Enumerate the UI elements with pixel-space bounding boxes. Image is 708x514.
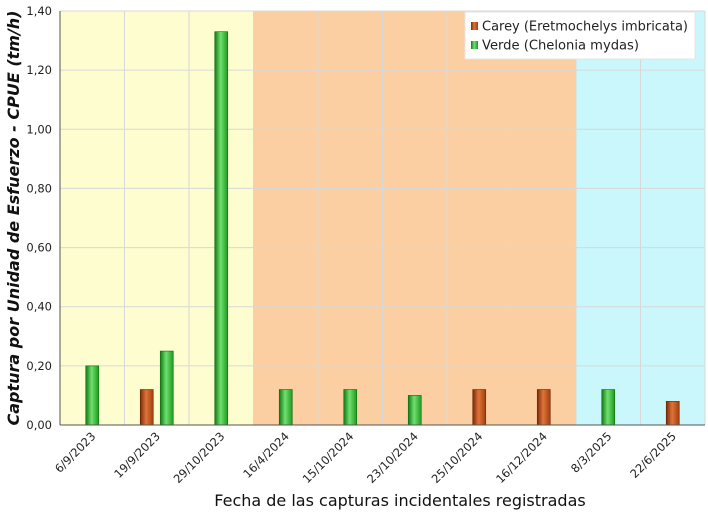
x-tick-label: 16/4/2024 xyxy=(240,429,292,481)
y-tick-label: 1,40 xyxy=(26,4,52,18)
legend-swatch-carey xyxy=(471,22,478,30)
x-tick-label: 23/10/2024 xyxy=(364,429,421,486)
bar-carey-6 xyxy=(472,389,487,426)
x-tick-label: 16/12/2024 xyxy=(493,429,550,486)
x-axis-label: Fecha de las capturas incidentales regis… xyxy=(214,491,585,510)
legend: Carey (Eretmochelys imbricata) Verde (Ch… xyxy=(464,11,696,60)
bar-carey-9 xyxy=(665,401,680,426)
y-tick-label: 0,80 xyxy=(26,181,52,195)
legend-label-carey: Carey (Eretmochelys imbricata) xyxy=(482,20,688,35)
bar-verde-5 xyxy=(407,395,422,426)
y-tick-label: 1,20 xyxy=(26,63,52,77)
x-tick-label: 22/6/2025 xyxy=(627,429,679,481)
x-tick-labels: 6/9/2023 19/9/2023 29/10/2023 16/4/2024 15/1… xyxy=(52,429,679,486)
legend-swatch-verde xyxy=(471,41,478,49)
x-tick-label: 6/9/2023 xyxy=(52,429,98,475)
axes xyxy=(59,11,705,426)
x-tick-label: 15/10/2024 xyxy=(300,429,357,486)
bar-verde-8 xyxy=(601,389,616,426)
y-tick-label: 1,00 xyxy=(26,122,52,136)
legend-box xyxy=(464,11,696,60)
y-tick-label: 0,20 xyxy=(26,359,52,373)
bars xyxy=(85,31,680,426)
x-tick-label: 8/3/2025 xyxy=(568,429,614,475)
bar-verde-0 xyxy=(85,365,100,426)
y-tick-label: 0,60 xyxy=(26,241,52,255)
y-tick-label: 0,40 xyxy=(26,300,52,314)
bar-carey-1 xyxy=(139,389,154,426)
background-period-1 xyxy=(253,11,576,425)
y-tick-labels: 0,00 0,20 0,40 0,60 0,80 1,00 1,20 1,40 xyxy=(26,4,52,432)
bar-verde-1 xyxy=(159,350,174,426)
x-tick-label: 25/10/2024 xyxy=(429,429,486,486)
x-tick-label: 19/9/2023 xyxy=(111,429,163,481)
legend-label-verde: Verde (Chelonia mydas) xyxy=(482,39,639,54)
y-tick-label: 0,00 xyxy=(26,418,52,432)
bar-verde-4 xyxy=(343,389,358,426)
bar-verde-2 xyxy=(214,31,229,426)
bar-verde-3 xyxy=(278,389,293,426)
x-tick-label: 29/10/2023 xyxy=(171,429,228,486)
y-axis-label: Captura por Unidad de Esfuerzo - CPUE (t… xyxy=(4,11,23,426)
bar-carey-7 xyxy=(536,389,551,426)
